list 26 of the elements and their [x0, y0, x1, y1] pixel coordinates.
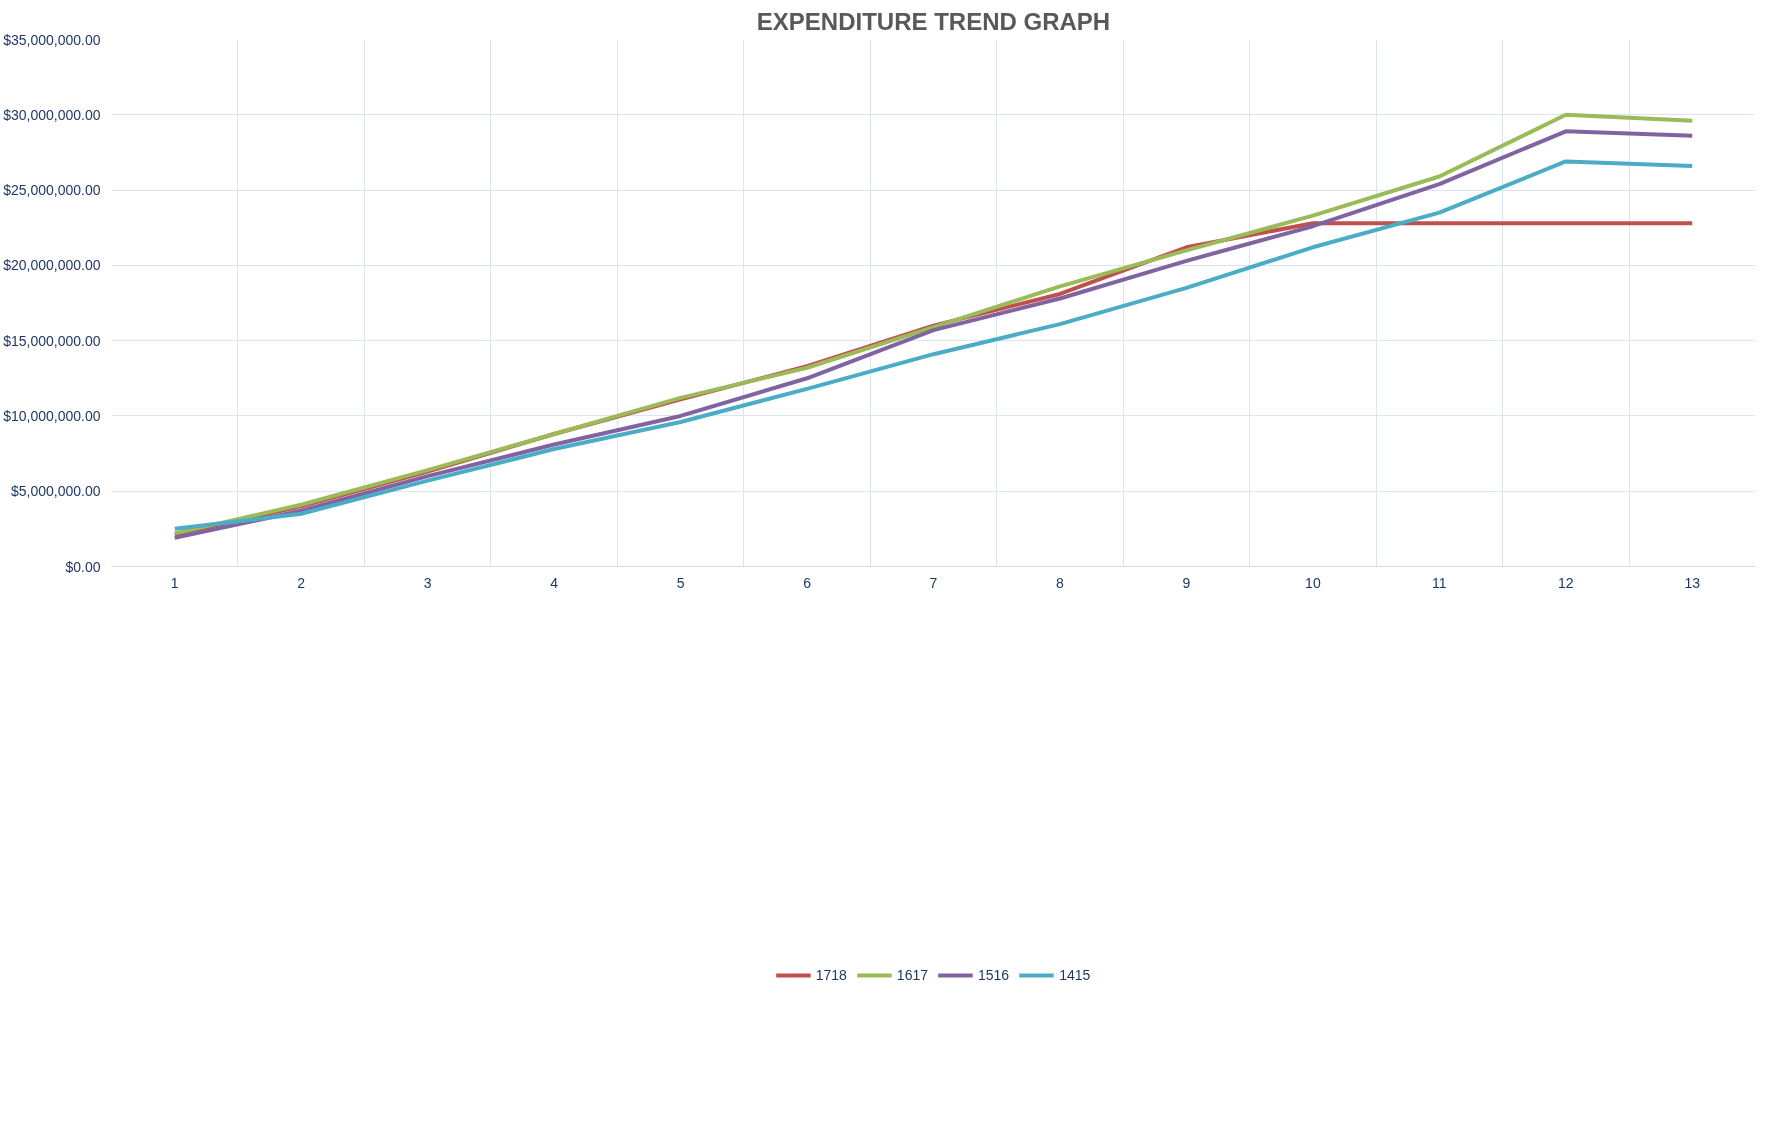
- y-tick-label: $10,000,000.00: [3, 407, 101, 424]
- x-tick-label: 10: [1305, 574, 1321, 591]
- x-tick-label: 4: [550, 574, 559, 591]
- legend-label: 1718: [815, 967, 847, 983]
- x-tick-label: 3: [423, 574, 432, 591]
- legend-label: 1617: [896, 967, 928, 983]
- x-tick-label: 6: [803, 574, 812, 591]
- y-tick-label: $15,000,000.00: [3, 332, 101, 349]
- x-tick-label: 12: [1558, 574, 1574, 591]
- x-tick-label: 1: [170, 574, 179, 591]
- y-tick-label: $5,000,000.00: [10, 483, 101, 500]
- x-tick-label: 5: [676, 574, 685, 591]
- y-tick-label: $25,000,000.00: [3, 182, 101, 199]
- x-tick-label: 11: [1432, 574, 1447, 591]
- x-tick-label: 7: [929, 574, 938, 591]
- y-tick-label: $30,000,000.00: [3, 106, 101, 123]
- x-tick-label: 9: [1182, 574, 1191, 591]
- y-tick-label: $20,000,000.00: [3, 257, 101, 274]
- chart-title: EXPENDITURE TREND GRAPH: [756, 7, 1111, 35]
- x-tick-label: 2: [297, 574, 306, 591]
- legend-label: 1516: [978, 967, 1010, 983]
- y-tick-label: $35,000,000.00: [3, 31, 101, 48]
- y-tick-label: $0.00: [65, 558, 101, 575]
- x-tick-label: 13: [1684, 574, 1701, 591]
- legend-label: 1415: [1059, 967, 1091, 983]
- x-tick-label: 8: [1056, 574, 1065, 591]
